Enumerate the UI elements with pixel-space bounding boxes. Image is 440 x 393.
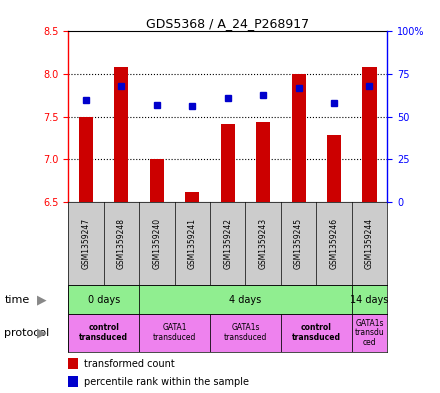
Text: GSM1359246: GSM1359246: [330, 218, 338, 269]
Bar: [114, 67, 128, 202]
Bar: [150, 160, 164, 202]
Bar: [281, 314, 352, 352]
Text: GATA1s
transdu
ced: GATA1s transdu ced: [355, 319, 385, 347]
Bar: [292, 74, 306, 202]
Text: GSM1359243: GSM1359243: [259, 218, 268, 269]
Text: GATA1
transduced: GATA1 transduced: [153, 323, 196, 342]
Text: ▶: ▶: [37, 326, 47, 339]
Text: ▶: ▶: [37, 293, 47, 306]
Text: GSM1359247: GSM1359247: [81, 218, 91, 269]
Text: protocol: protocol: [4, 328, 50, 338]
Text: GSM1359242: GSM1359242: [223, 218, 232, 269]
Bar: [185, 192, 199, 202]
Text: GSM1359245: GSM1359245: [294, 218, 303, 269]
Bar: [210, 314, 281, 352]
Bar: [327, 136, 341, 202]
Bar: [68, 285, 139, 314]
Bar: [363, 67, 377, 202]
Text: GATA1s
transduced: GATA1s transduced: [224, 323, 267, 342]
Text: control
transduced: control transduced: [79, 323, 128, 342]
Text: time: time: [4, 295, 29, 305]
Text: 14 days: 14 days: [350, 295, 389, 305]
Text: GSM1359241: GSM1359241: [188, 218, 197, 269]
Bar: [352, 285, 387, 314]
Text: transformed count: transformed count: [84, 358, 175, 369]
Bar: [352, 314, 387, 352]
Text: GSM1359244: GSM1359244: [365, 218, 374, 269]
Text: percentile rank within the sample: percentile rank within the sample: [84, 377, 249, 387]
Text: GSM1359240: GSM1359240: [152, 218, 161, 269]
Text: GSM1359248: GSM1359248: [117, 218, 126, 269]
Bar: [139, 285, 352, 314]
Bar: [256, 122, 270, 202]
Bar: [79, 117, 93, 202]
Bar: [220, 123, 235, 202]
Text: 4 days: 4 days: [229, 295, 261, 305]
Title: GDS5368 / A_24_P268917: GDS5368 / A_24_P268917: [146, 17, 309, 30]
Bar: [68, 314, 139, 352]
Text: 0 days: 0 days: [88, 295, 120, 305]
Text: control
transduced: control transduced: [292, 323, 341, 342]
Bar: [139, 314, 210, 352]
